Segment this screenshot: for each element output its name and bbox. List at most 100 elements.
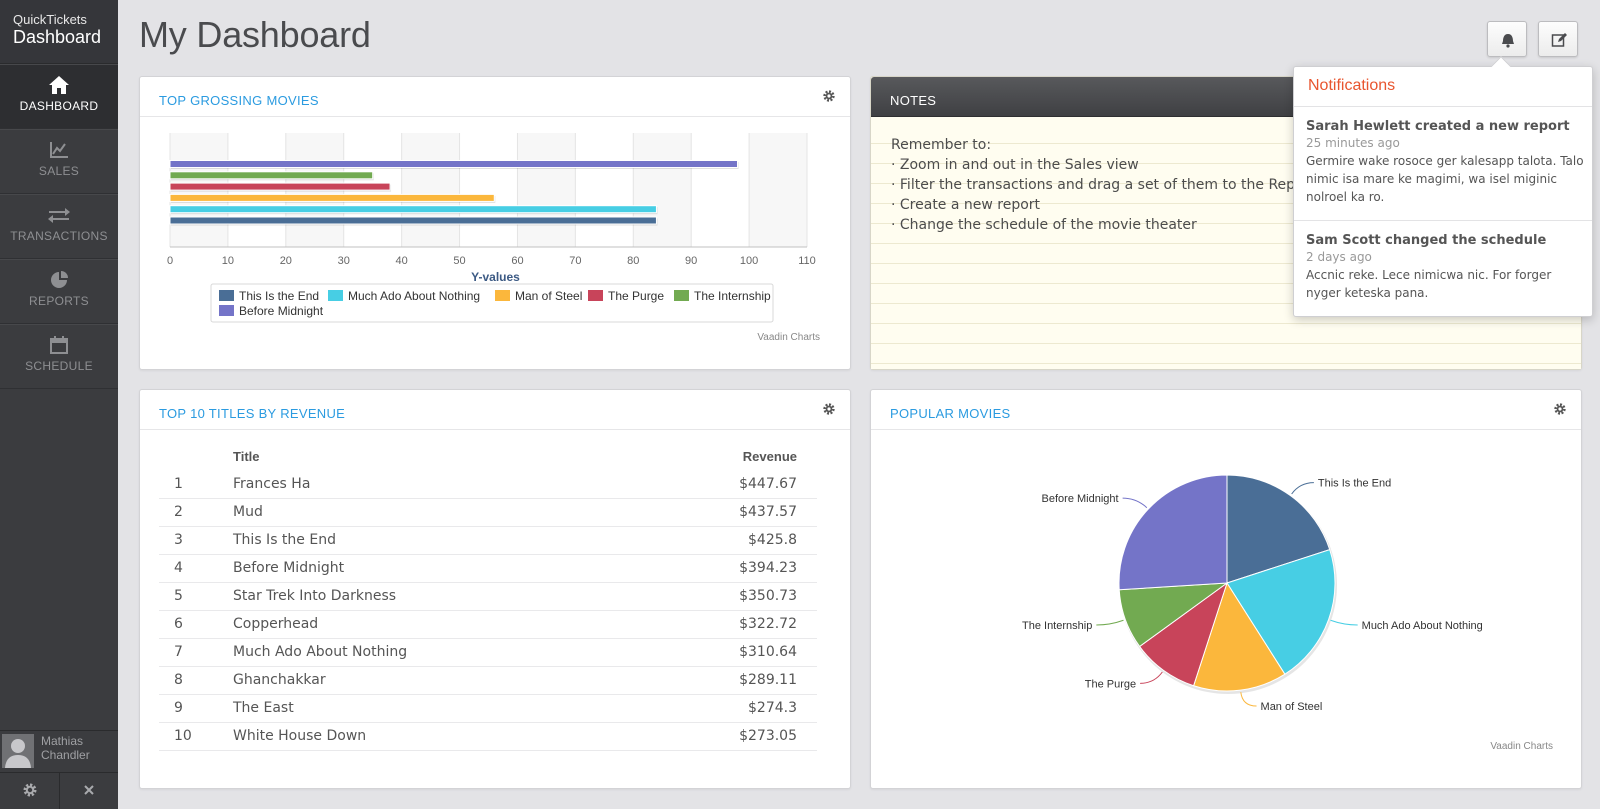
table-row[interactable]: 6 Copperhead $322.72 [159, 610, 817, 639]
x-tick-label: 80 [627, 255, 639, 267]
cell-title: This Is the End [233, 526, 637, 555]
chart-credit: Vaadin Charts [1490, 741, 1553, 752]
cell-revenue: $437.57 [636, 498, 817, 527]
bell-icon [1502, 34, 1514, 48]
chart-credit: Vaadin Charts [757, 332, 820, 343]
note-line: · Zoom in and out in the Sales view [891, 157, 1139, 173]
panel-title: POPULAR MOVIES [890, 406, 1011, 421]
cell-revenue: $350.73 [636, 582, 817, 611]
nav-item-transactions[interactable]: TRANSACTIONS [0, 194, 118, 259]
cell-revenue: $447.67 [636, 470, 817, 499]
cell-rank: 7 [159, 638, 233, 667]
legend-label[interactable]: This Is the End [239, 289, 319, 303]
x-tick-label: 70 [569, 255, 581, 267]
notification-body: Germire wake rosoce ger kalesapp talota.… [1306, 154, 1584, 204]
table-row[interactable]: 10 White House Down $273.05 [159, 722, 817, 751]
notification-body: Accnic reke. Lece nimicwa nic. For forge… [1306, 268, 1552, 300]
bar[interactable] [169, 171, 374, 180]
gear-icon[interactable] [822, 89, 836, 103]
gear-icon[interactable] [822, 402, 836, 416]
x-tick-label: 100 [740, 255, 758, 267]
page-title: My Dashboard [139, 14, 371, 55]
edit-dashboard-button[interactable] [1538, 21, 1578, 57]
notifications-popup: Notifications Sarah Hewlett created a ne… [1293, 56, 1593, 317]
table-row[interactable]: 1 Frances Ha $447.67 [159, 470, 817, 499]
cell-title: Before Midnight [233, 554, 637, 583]
table-row[interactable]: 5 Star Trek Into Darkness $350.73 [159, 582, 817, 611]
legend-label[interactable]: The Internship [694, 289, 771, 303]
bar[interactable] [169, 216, 657, 225]
notification-time: 25 minutes ago [1306, 136, 1400, 150]
cell-revenue: $322.72 [636, 610, 817, 639]
x-tick-label: 90 [685, 255, 697, 267]
bar[interactable] [169, 182, 391, 191]
gear-icon[interactable] [1553, 402, 1567, 416]
brand-line-1: QuickTickets [13, 12, 87, 27]
nav-item-schedule[interactable]: SCHEDULE [0, 324, 118, 389]
cell-title: White House Down [233, 722, 637, 751]
nav-item-sales[interactable]: SALES [0, 129, 118, 194]
bar[interactable] [169, 205, 657, 214]
legend-label[interactable]: Much Ado About Nothing [348, 289, 480, 303]
nav-label: REPORTS [29, 294, 89, 308]
cell-revenue: $274.3 [636, 694, 817, 723]
nav-label: DASHBOARD [19, 99, 99, 113]
legend-box [210, 283, 774, 323]
table-row[interactable]: 9 The East $274.3 [159, 694, 817, 723]
cell-revenue: $425.8 [636, 526, 817, 555]
pie-label: Man of Steel [1261, 701, 1323, 713]
col-rank [159, 442, 233, 470]
pie-icon [51, 271, 68, 288]
user-first-name: Mathias [41, 734, 84, 748]
nav-item-dashboard[interactable]: DASHBOARD [0, 64, 118, 129]
notification-item[interactable]: Sam Scott changed the schedule 2 days ag… [1306, 233, 1586, 302]
settings-button[interactable] [0, 773, 59, 809]
legend-label[interactable]: The Purge [608, 289, 664, 303]
notifications-button[interactable] [1487, 21, 1527, 57]
bar[interactable] [169, 193, 495, 202]
bar[interactable] [169, 160, 739, 168]
cell-revenue: $394.23 [636, 554, 817, 583]
pie-slice[interactable] [1192, 581, 1286, 692]
table-row[interactable]: 4 Before Midnight $394.23 [159, 554, 817, 583]
notification-item[interactable]: Sarah Hewlett created a new report 25 mi… [1306, 119, 1586, 206]
chart-line-icon [50, 142, 68, 158]
cell-rank: 8 [159, 666, 233, 695]
panel-top10: TOP 10 TITLES BY REVENUE Title Revenue 1… [139, 389, 851, 789]
cell-revenue: $310.64 [636, 638, 817, 667]
pie-slice[interactable] [1226, 548, 1336, 675]
table-row[interactable]: 7 Much Ado About Nothing $310.64 [159, 638, 817, 667]
cell-rank: 5 [159, 582, 233, 611]
table-row[interactable]: 8 Ghanchakkar $289.11 [159, 666, 817, 695]
pie-label: This Is the End [1318, 478, 1391, 490]
pie-connector [1291, 482, 1314, 495]
divider [1294, 220, 1592, 221]
cell-rank: 3 [159, 526, 233, 555]
revenue-table: Title Revenue 1 Frances Ha $447.67 2 Mud $437… [159, 442, 817, 751]
panel-popular: POPULAR MOVIES This Is the End Much Ado A… [870, 389, 1582, 789]
note-line: · Filter the transactions and drag a set… [891, 177, 1350, 193]
note-line: · Change the schedule of the movie theat… [891, 217, 1197, 233]
pie-label: Much Ado About Nothing [1362, 620, 1483, 632]
panel-header: POPULAR MOVIES [871, 390, 1581, 430]
legend-label[interactable]: Man of Steel [515, 289, 582, 303]
legend-swatch [588, 290, 603, 301]
popup-arrow [1491, 56, 1511, 76]
cell-revenue: $289.11 [636, 666, 817, 695]
pie-slice[interactable] [1118, 474, 1228, 591]
nav-item-reports[interactable]: REPORTS [0, 259, 118, 324]
panel-header: TOP 10 TITLES BY REVENUE [140, 390, 850, 430]
sign-out-button[interactable] [59, 773, 118, 809]
table-row[interactable]: 3 This Is the End $425.8 [159, 526, 817, 555]
pie-slice[interactable] [1226, 474, 1331, 584]
x-tick-label: 10 [222, 255, 234, 267]
table-row[interactable]: 2 Mud $437.57 [159, 498, 817, 527]
notification-title: Sam Scott changed the schedule [1306, 233, 1547, 248]
avatar [2, 734, 34, 768]
cell-title: The East [233, 694, 637, 723]
legend-label[interactable]: Before Midnight [239, 304, 324, 318]
gear-icon [23, 783, 36, 797]
user-profile[interactable]: Mathias Chandler [0, 730, 118, 772]
plot-band [401, 133, 460, 247]
user-last-name: Chandler [41, 748, 90, 762]
